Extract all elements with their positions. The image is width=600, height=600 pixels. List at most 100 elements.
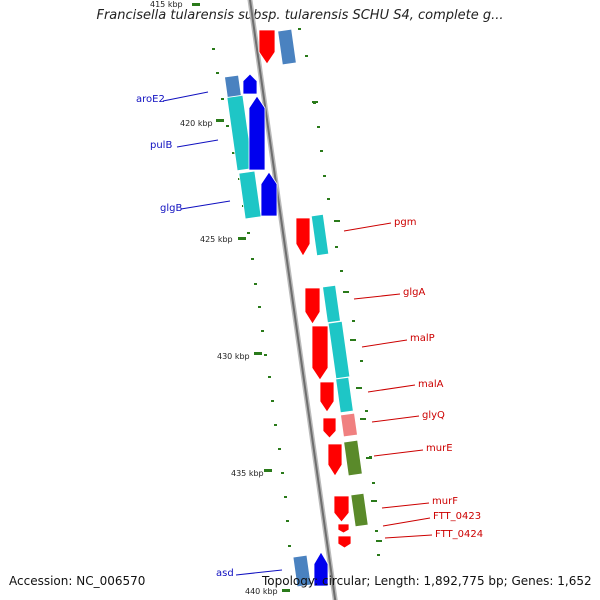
- cds-arrow: [313, 551, 329, 587]
- leader-line: [382, 517, 431, 527]
- leader-line: [180, 200, 231, 210]
- leader-line: [371, 415, 420, 423]
- minor-tick: [366, 457, 372, 459]
- tick-dot: [251, 258, 254, 260]
- tick-label: 435 kbp: [231, 469, 264, 478]
- tick-dot: [298, 28, 301, 30]
- gene-label-glyq: glyQ: [422, 410, 445, 421]
- leader-line: [162, 91, 209, 102]
- tick-label: 430 kbp: [217, 352, 250, 361]
- gene-label-aroe2: aroE2: [136, 94, 165, 105]
- tick-dot: [365, 410, 368, 412]
- blast-hit: [310, 213, 330, 257]
- accession-text: Accession: NC_006570: [9, 574, 146, 588]
- leader-line: [176, 139, 219, 148]
- minor-tick: [356, 387, 362, 389]
- minor-tick: [312, 101, 318, 103]
- tick-dot: [264, 354, 267, 356]
- blast-hit: [238, 170, 262, 220]
- blast-hit: [226, 94, 254, 172]
- tick-dot: [226, 125, 229, 127]
- tick-dot: [261, 330, 264, 332]
- blast-hit: [322, 284, 341, 324]
- gene-label-pgm: pgm: [394, 217, 416, 228]
- blast-hit: [277, 28, 297, 66]
- gene-label-malp: malP: [410, 333, 435, 344]
- minor-tick: [376, 540, 382, 542]
- tick-label: 420 kbp: [180, 119, 213, 128]
- minor-tick: [343, 291, 349, 293]
- major-tick: [192, 3, 200, 6]
- cds-arrow: [337, 523, 350, 534]
- tick-dot: [271, 400, 274, 402]
- tick-dot: [305, 55, 308, 57]
- map-title: Francisella tularensis subsp. tularensis…: [96, 8, 504, 23]
- tick-dot: [247, 232, 250, 234]
- topology-text: Topology: circular; Length: 1,892,775 bp…: [262, 574, 592, 588]
- leader-line: [361, 339, 408, 348]
- blast-hit: [343, 439, 363, 477]
- blast-hit: [224, 74, 242, 100]
- tick-label: 440 kbp: [245, 587, 278, 596]
- gene-label-ftt_0424: FTT_0424: [435, 529, 483, 540]
- cds-arrow: [311, 325, 329, 381]
- blast-hit: [327, 320, 351, 380]
- gene-label-mala: malA: [418, 379, 444, 390]
- leader-line: [353, 293, 401, 300]
- cds-arrow: [337, 535, 352, 549]
- leader-line: [373, 449, 424, 457]
- tick-dot: [288, 545, 291, 547]
- cds-arrow: [248, 95, 266, 171]
- major-tick: [282, 589, 290, 592]
- gene-label-pulb: pulB: [150, 140, 172, 151]
- tick-dot: [284, 496, 287, 498]
- tick-dot: [274, 424, 277, 426]
- major-tick: [264, 469, 272, 472]
- cds-arrow: [242, 73, 258, 95]
- tick-dot: [258, 306, 261, 308]
- blast-hit: [335, 376, 354, 414]
- blast-hit: [350, 492, 369, 528]
- minor-tick: [350, 339, 356, 341]
- leader-line: [235, 569, 283, 576]
- tick-label: 425 kbp: [200, 235, 233, 244]
- cds-arrow: [304, 287, 321, 325]
- cds-arrow: [333, 495, 350, 523]
- tick-dot: [352, 320, 355, 322]
- blast-hit: [340, 412, 358, 438]
- leader-line: [367, 384, 416, 393]
- tick-dot: [254, 283, 257, 285]
- cds-arrow: [319, 381, 335, 413]
- tick-dot: [320, 150, 323, 152]
- tick-dot: [212, 48, 215, 50]
- tick-dot: [377, 554, 380, 556]
- cds-arrow: [322, 417, 337, 439]
- tick-dot: [375, 530, 378, 532]
- leader-line: [381, 502, 430, 509]
- leader-line: [343, 222, 392, 232]
- tick-dot: [327, 198, 330, 200]
- leader-line: [384, 534, 433, 539]
- gene-label-murf: murF: [432, 496, 458, 507]
- minor-tick: [334, 220, 340, 222]
- major-tick: [254, 352, 262, 355]
- tick-dot: [232, 152, 235, 154]
- tick-dot: [360, 360, 363, 362]
- tick-dot: [317, 126, 320, 128]
- minor-tick: [371, 500, 377, 502]
- tick-dot: [278, 448, 281, 450]
- blast-hit: [292, 554, 312, 588]
- cds-arrow: [260, 171, 278, 217]
- tick-dot: [268, 376, 271, 378]
- tick-label: 415 kbp: [150, 0, 183, 9]
- cds-arrow: [295, 217, 311, 257]
- gene-label-glgb: glgB: [160, 203, 182, 214]
- major-tick: [216, 119, 224, 122]
- tick-dot: [372, 482, 375, 484]
- gene-label-ftt_0423: FTT_0423: [433, 511, 481, 522]
- major-tick: [238, 237, 246, 240]
- tick-dot: [216, 72, 219, 74]
- tick-dot: [281, 472, 284, 474]
- tick-dot: [323, 175, 326, 177]
